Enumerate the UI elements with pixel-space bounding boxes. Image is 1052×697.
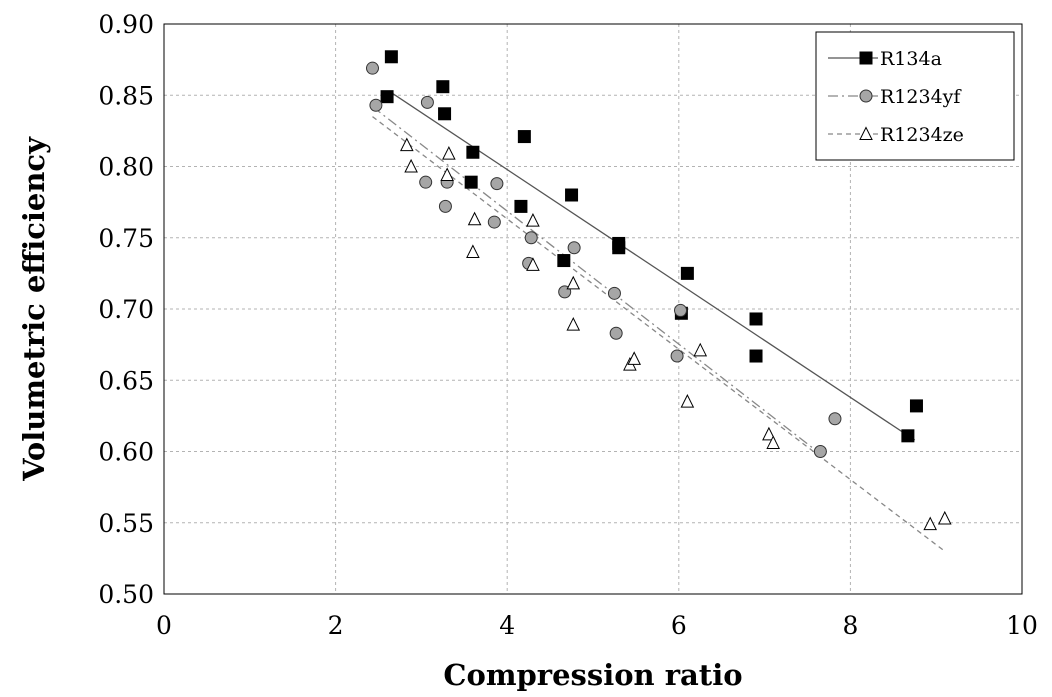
data-point-r134a [436, 80, 450, 94]
data-point-r1234yf [419, 175, 433, 189]
data-point-r134a [464, 175, 478, 189]
data-point-r1234yf [674, 303, 688, 317]
legend: R134a R1234yf R1234ze [815, 31, 1015, 161]
data-point-r1234ze [440, 167, 454, 182]
legend-marker-r134a [859, 51, 873, 65]
data-point-r1234ze [442, 146, 456, 160]
x-tick-label: 8 [842, 611, 858, 640]
data-point-r134a [438, 107, 452, 121]
data-point-r134a [749, 312, 763, 326]
x-tick-label: 0 [156, 611, 172, 640]
data-point-r134a [909, 399, 923, 413]
data-point-r134a [466, 145, 480, 159]
x-tick-label: 4 [499, 611, 515, 640]
trend-line-r1234ze [372, 116, 946, 552]
data-point-r134a [565, 188, 579, 202]
x-tick-label: 2 [328, 611, 344, 640]
data-point-r1234yf [607, 286, 621, 300]
data-point-r134a [901, 429, 915, 443]
data-point-r134a [384, 50, 398, 64]
data-point-r134a [557, 254, 571, 268]
trend-line-r1234yf [372, 106, 826, 458]
data-point-r1234ze [526, 213, 540, 227]
data-point-r1234ze [400, 137, 414, 152]
data-point-r1234yf [490, 177, 504, 191]
data-point-r1234yf [609, 326, 623, 340]
data-points [365, 50, 952, 531]
data-point-r1234yf [420, 95, 434, 109]
x-axis-title: Compression ratio [443, 658, 742, 692]
legend-marker-r1234ze [859, 126, 873, 140]
data-point-r1234ze [526, 257, 540, 271]
data-point-r134a [749, 349, 763, 363]
data-point-r1234yf [813, 445, 827, 458]
data-point-r1234ze [404, 158, 418, 173]
data-point-r1234yf [369, 98, 383, 112]
x-tick-label: 6 [671, 611, 687, 640]
data-point-r1234ze [762, 426, 776, 441]
y-tick-label: 0.50 [98, 580, 154, 609]
plot-area [163, 23, 1023, 595]
tick-labels: 0.50 0.55 0.60 0.65 0.70 0.75 0.80 0.85 0.90 0 2 4 6… [98, 10, 1038, 640]
data-point-r1234yf [365, 61, 379, 75]
data-point-r1234ze [627, 351, 641, 365]
y-tick-label: 0.85 [98, 81, 154, 110]
data-point-r134a [517, 130, 531, 144]
y-tick-label: 0.90 [98, 10, 154, 39]
data-point-r1234ze [937, 510, 952, 525]
data-point-r1234ze [566, 275, 581, 290]
y-axis-title: Volumetric efficiency [17, 136, 51, 482]
y-tick-label: 0.65 [98, 366, 154, 395]
data-point-r1234yf [828, 412, 842, 426]
data-point-r134a [380, 90, 394, 104]
legend-marker-r1234yf [859, 89, 873, 103]
y-tick-label: 0.70 [98, 295, 154, 324]
data-point-r134a [680, 266, 694, 280]
legend-label-r1234ze: R1234ze [880, 124, 964, 146]
y-tick-label: 0.55 [98, 509, 154, 538]
data-point-r1234yf [567, 241, 581, 255]
data-point-r1234ze [693, 342, 708, 357]
data-point-r134a [514, 199, 528, 213]
data-point-r1234ze [467, 211, 482, 226]
data-point-r1234yf [438, 199, 452, 213]
data-point-r1234ze [566, 317, 581, 331]
data-point-r1234ze [466, 244, 480, 258]
y-tick-label: 0.75 [98, 224, 154, 253]
data-point-r1234yf [487, 215, 501, 229]
data-point-r1234yf [524, 231, 538, 245]
data-point-r1234ze [680, 394, 695, 408]
y-tick-label: 0.60 [98, 438, 154, 467]
y-tick-label: 0.80 [98, 153, 154, 182]
data-point-r1234ze [923, 516, 938, 531]
legend-label-r134a: R134a [880, 48, 942, 70]
data-point-r134a [612, 236, 626, 250]
data-point-r1234yf [670, 349, 684, 363]
data-point-r1234ze [766, 435, 780, 449]
x-tick-label: 10 [1006, 611, 1038, 640]
legend-label-r1234yf: R1234yf [880, 86, 962, 108]
